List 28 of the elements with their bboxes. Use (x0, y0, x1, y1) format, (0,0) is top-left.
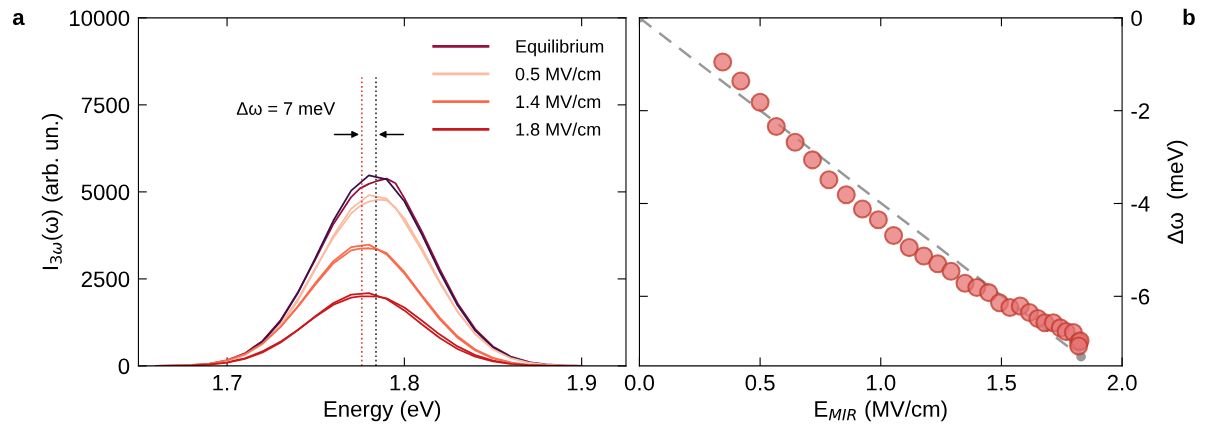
x-tick-label: 1.9 (567, 374, 597, 391)
legend-label: 1.8 MV/cm (516, 122, 601, 136)
x-tick-label: 0.5 (745, 374, 775, 391)
y-tick-label: -2 (1131, 103, 1150, 119)
x-tick-label: 1.5 (987, 375, 1016, 391)
y-tick-label: 7500 (81, 97, 130, 114)
text: a (12, 12, 25, 26)
x-tick-label: 1.0 (867, 374, 896, 391)
y-tick-label: 0 (1131, 10, 1142, 27)
x-tick-label: 2.0 (1107, 374, 1137, 391)
x-axis-title: E$_{MIR}$ (MV/cm) (815, 400, 947, 422)
y-tick-label: 0 (118, 358, 130, 375)
legend-label: Equilibrium (516, 39, 604, 57)
y-tick-label: -6 (1131, 288, 1150, 305)
y-tick-label: 2500 (81, 271, 130, 288)
y-axis-title: I$_{3ω}$(ω) (arb. un.) (41, 114, 63, 270)
y-tick-label: 5000 (81, 184, 130, 201)
x-tick-label: 0.0 (624, 374, 655, 391)
x-tick-label: 1.7 (213, 375, 242, 391)
x-axis-title: Energy (eV) (324, 400, 441, 422)
text: b (1183, 8, 1195, 26)
legend-label: 1.4 MV/cm (516, 94, 601, 109)
x-tick-label: 1.8 (390, 374, 419, 391)
y-axis-title: Δω (meV) (1166, 140, 1188, 244)
y-tick-label: -4 (1131, 196, 1150, 212)
y-tick-label: 10000 (70, 10, 130, 27)
annotation: Δω = 7 meV (236, 102, 336, 115)
legend-label: 0.5 MV/cm (515, 67, 601, 81)
